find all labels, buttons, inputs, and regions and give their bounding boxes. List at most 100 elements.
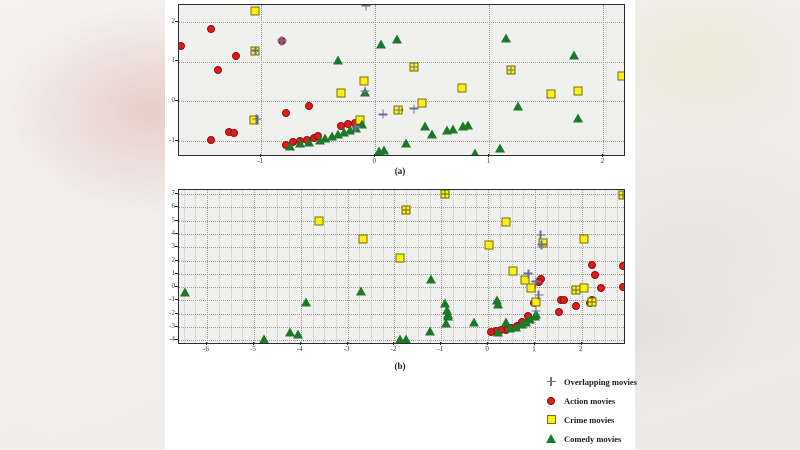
data-point-triangle xyxy=(427,129,438,139)
data-point-triangle xyxy=(179,287,190,297)
data-point-circle xyxy=(534,277,543,286)
data-point-circle xyxy=(206,136,215,145)
data-point-square xyxy=(546,89,556,99)
panel-b-caption: (b) xyxy=(394,361,406,371)
plus-icon xyxy=(546,377,556,386)
y-axis-tick-mark xyxy=(175,259,178,261)
gridline-vertical-minor xyxy=(312,190,314,343)
gridline-horizontal-minor xyxy=(179,207,624,209)
data-point-plus xyxy=(531,306,541,316)
y-axis-tick-mark xyxy=(175,232,178,234)
triangle-icon xyxy=(546,434,556,443)
data-point-circle xyxy=(536,275,545,284)
gridline-horizontal xyxy=(179,101,624,103)
data-point-circle xyxy=(277,36,286,45)
y-axis-tick-mark xyxy=(175,246,178,248)
gridline-horizontal xyxy=(179,193,624,195)
data-point-circle xyxy=(586,299,595,308)
data-point-circle xyxy=(619,261,624,270)
gridline-vertical xyxy=(300,190,302,343)
y-axis-tick-label: -1 xyxy=(169,136,175,145)
data-point-circle xyxy=(343,120,352,129)
gridline-vertical xyxy=(441,190,443,343)
data-point-circle xyxy=(517,317,526,326)
y-axis-tick-label: 1 xyxy=(171,56,176,65)
data-point-triangle xyxy=(401,138,412,148)
x-axis-tick-mark xyxy=(488,154,490,157)
data-point-triangle xyxy=(511,322,522,332)
gridline-vertical-minor xyxy=(558,190,560,343)
gridline-vertical xyxy=(581,190,583,343)
x-axis-tick-mark xyxy=(260,154,262,157)
y-axis-tick-mark xyxy=(175,339,178,341)
data-point-square-grid xyxy=(571,285,581,295)
gridline-vertical-minor xyxy=(570,190,572,343)
legend-swatch xyxy=(543,394,559,408)
x-axis-tick-mark xyxy=(374,154,376,157)
y-axis-tick-mark xyxy=(175,326,178,328)
data-point-square xyxy=(501,217,511,227)
data-point-triangle xyxy=(516,319,527,329)
data-point-triangle xyxy=(512,101,523,111)
gridline-vertical-minor xyxy=(546,190,548,343)
legend-swatch xyxy=(543,432,559,446)
gridline-horizontal-minor xyxy=(179,247,624,249)
data-point-circle xyxy=(206,24,215,33)
x-axis-tick-label: -1 xyxy=(437,345,444,353)
data-point-triangle xyxy=(440,298,451,308)
gridline-horizontal xyxy=(179,21,624,23)
data-point-circle xyxy=(590,271,599,280)
data-point-square xyxy=(531,297,541,307)
data-point-square xyxy=(417,98,427,108)
data-point-square-grid xyxy=(409,62,419,72)
data-point-triangle xyxy=(285,327,296,337)
gridline-vertical-minor xyxy=(359,190,361,343)
gridline-horizontal-minor xyxy=(179,300,624,302)
gridline-vertical-minor xyxy=(300,190,302,343)
x-axis-tick-mark xyxy=(299,342,301,345)
data-point-circle xyxy=(314,132,323,141)
gridline-vertical-minor xyxy=(324,190,326,343)
legend-item-action: Action movies xyxy=(543,391,693,410)
data-point-triangle xyxy=(284,141,295,151)
data-point-square xyxy=(484,240,494,250)
x-axis-tick-mark xyxy=(534,342,535,345)
data-point-circle xyxy=(588,296,597,305)
legend-item-overlapping: Overlapping movies xyxy=(543,372,693,391)
data-point-circle xyxy=(213,66,222,75)
data-point-triangle xyxy=(426,274,436,284)
data-point-triangle xyxy=(441,305,452,315)
data-point-square xyxy=(579,234,589,244)
y-axis-tick-label: -1 xyxy=(169,295,175,304)
data-point-triangle xyxy=(359,87,370,97)
y-axis-tick-mark xyxy=(175,312,178,314)
data-point-triangle xyxy=(259,334,270,343)
data-point-triangle xyxy=(345,125,356,135)
data-point-circle xyxy=(557,296,566,305)
data-point-square xyxy=(314,216,324,226)
gridline-horizontal xyxy=(179,340,624,342)
x-axis-tick-mark xyxy=(346,342,348,345)
gridline-horizontal-minor xyxy=(179,327,624,329)
y-axis-tick-label: 5 xyxy=(171,215,176,224)
data-point-square xyxy=(617,71,624,81)
data-point-triangle xyxy=(520,317,531,327)
data-point-square-grid xyxy=(587,297,597,307)
data-point-triangle xyxy=(500,317,511,327)
data-point-triangle xyxy=(525,314,536,324)
gridline-vertical-minor xyxy=(464,190,466,343)
data-point-square xyxy=(526,283,536,293)
gridline-vertical-minor xyxy=(371,190,373,343)
data-point-triangle xyxy=(420,121,431,131)
y-axis-tick-label: 4 xyxy=(171,228,176,237)
gridline-horizontal xyxy=(179,300,624,302)
data-point-square xyxy=(393,105,403,115)
x-axis-tick-mark xyxy=(252,342,254,345)
gridline-vertical xyxy=(535,190,536,343)
data-point-triangle xyxy=(320,133,331,143)
y-axis-tick-label: 3 xyxy=(171,242,176,251)
data-point-square xyxy=(508,266,518,276)
data-point-triangle xyxy=(469,317,480,327)
gridline-vertical-minor xyxy=(406,190,408,343)
